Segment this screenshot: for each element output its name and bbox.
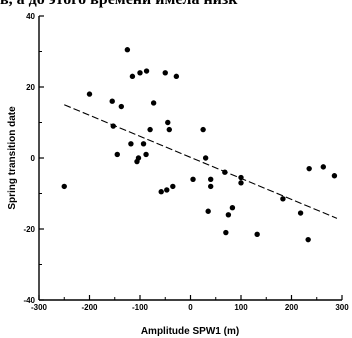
x-tick-label: -300 — [31, 303, 48, 312]
data-point — [205, 208, 211, 214]
y-tick-label: -20 — [23, 225, 35, 234]
data-point — [86, 91, 93, 97]
data-point — [162, 70, 168, 76]
data-point — [150, 100, 157, 106]
data-point — [229, 205, 236, 211]
data-point — [306, 165, 312, 172]
data-point — [137, 70, 143, 76]
data-point — [140, 141, 147, 147]
data-point — [190, 176, 196, 182]
data-point — [170, 183, 176, 190]
data-point — [166, 126, 172, 133]
data-point — [61, 183, 67, 190]
data-point — [114, 151, 120, 158]
regression-trendline — [64, 104, 338, 219]
data-point — [129, 73, 136, 80]
data-point — [208, 183, 214, 190]
data-point — [128, 141, 134, 147]
x-tick-label: 100 — [234, 303, 248, 312]
x-tick-label: 200 — [285, 303, 299, 312]
x-axis-label: Amplitude SPW1 (m) — [141, 326, 239, 337]
data-point — [223, 229, 229, 236]
data-point — [118, 103, 125, 110]
data-point — [208, 176, 214, 182]
y-tick-label: 0 — [31, 154, 36, 163]
data-point — [165, 119, 171, 126]
data-point — [202, 155, 209, 161]
data-point — [147, 126, 153, 133]
y-tick-label: 20 — [26, 83, 35, 92]
data-point — [143, 68, 150, 74]
data-point — [238, 174, 244, 181]
data-point — [238, 180, 244, 186]
data-point — [320, 164, 327, 170]
y-tick-label: 40 — [26, 12, 35, 21]
data-point — [200, 126, 206, 133]
data-point — [124, 47, 131, 53]
data-point — [109, 98, 115, 104]
data-point — [225, 212, 232, 218]
data-point — [173, 73, 180, 80]
data-point — [280, 196, 286, 202]
data-point — [143, 151, 149, 158]
x-tick-label: -100 — [132, 303, 149, 312]
data-point — [164, 187, 170, 193]
x-tick-label: -200 — [81, 303, 98, 312]
data-point — [254, 231, 260, 238]
cropped-header-text: в, а до этого времени имела низк — [0, 0, 352, 11]
data-point — [222, 169, 228, 175]
data-point — [297, 210, 304, 216]
y-axis-label: Spring transition date — [7, 106, 18, 210]
x-tick-label: 300 — [335, 303, 349, 312]
data-point — [331, 173, 338, 179]
data-point — [158, 189, 164, 195]
data-point — [135, 155, 142, 161]
data-point — [305, 236, 311, 243]
y-tick-label: -40 — [23, 296, 35, 305]
data-point — [110, 123, 116, 129]
x-tick-label: 0 — [188, 303, 193, 312]
